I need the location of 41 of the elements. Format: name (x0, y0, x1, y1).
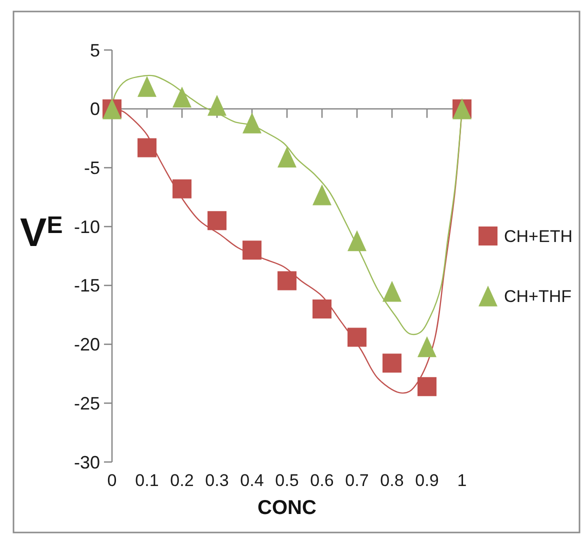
x-tick-label: 0.4 (240, 471, 264, 490)
x-axis-title: CONC (258, 497, 316, 519)
x-tick-label: 0.6 (310, 471, 334, 490)
point (418, 377, 436, 396)
x-tick-label: 0 (107, 471, 117, 490)
x-tick-label: 0.9 (415, 471, 439, 490)
point (242, 112, 262, 134)
y-tick-label: -10 (74, 216, 100, 237)
y-tick-label: -15 (74, 276, 100, 296)
legend-label: CH+ETH (504, 226, 572, 246)
point (172, 179, 192, 198)
point (278, 146, 296, 168)
point (382, 354, 402, 373)
y-tick-label: -20 (74, 334, 100, 355)
point (172, 86, 192, 108)
x-tick-label: 1 (457, 471, 467, 490)
x-tick-label: 0.3 (205, 471, 229, 490)
y-tick-label: 0 (90, 99, 100, 120)
y-tick-label: 5 (90, 40, 100, 60)
point (242, 240, 262, 260)
point (382, 280, 402, 302)
point (138, 138, 156, 158)
legend-label: CH+THF (504, 286, 572, 306)
point (348, 230, 366, 252)
x-tick-label: 0.2 (170, 471, 194, 490)
y-tick-label: -30 (74, 452, 100, 472)
point (138, 76, 156, 97)
point (418, 336, 436, 358)
x-tick-label: 0.8 (380, 471, 404, 490)
x-tick-label: 0.1 (135, 471, 159, 490)
y-tick-label: -25 (74, 393, 100, 414)
point (278, 271, 296, 290)
point (312, 299, 332, 318)
point (348, 328, 366, 347)
x-tick-label: 0.5 (275, 471, 299, 490)
point (312, 184, 332, 206)
y-axis-title: V$^{E}$ (20, 211, 63, 255)
x-tick-label: 0.7 (345, 471, 369, 490)
y-tick-label: -5 (84, 158, 100, 178)
point (208, 211, 226, 230)
point (208, 94, 226, 116)
